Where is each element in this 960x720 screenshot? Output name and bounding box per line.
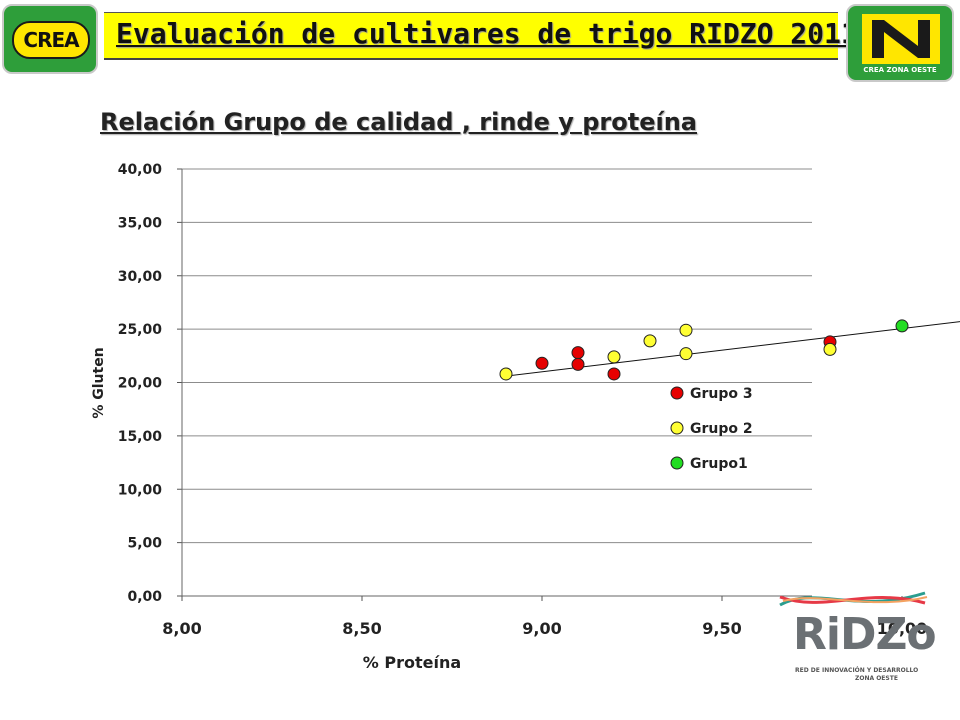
x-tick-label: 8,50 bbox=[342, 619, 381, 638]
y-tick-label: 20,00 bbox=[118, 376, 163, 392]
x-tick-label: 10,00 bbox=[877, 619, 928, 638]
crea-logo-text: CREA bbox=[12, 21, 90, 59]
y-tick-label: 15,00 bbox=[118, 429, 163, 445]
x-axis-label: % Proteína bbox=[363, 653, 461, 672]
x-tick-label: 8,00 bbox=[162, 619, 201, 638]
data-point bbox=[679, 347, 693, 361]
x-tick-label: 9,50 bbox=[702, 619, 741, 638]
legend-label: Grupo 2 bbox=[690, 421, 753, 437]
x-tick-label: 9,00 bbox=[522, 619, 561, 638]
y-tick-label: 25,00 bbox=[118, 322, 163, 338]
data-point bbox=[607, 350, 621, 364]
data-point bbox=[571, 357, 585, 371]
zona-logo-caption: CREA ZONA OESTE bbox=[863, 66, 937, 74]
ridzo-logo-caption: RED DE INNOVACIÓN Y DESARROLLO ZONA OEST… bbox=[795, 667, 918, 683]
ridzo-caption-line1: RED DE INNOVACIÓN Y DESARROLLO bbox=[795, 667, 919, 674]
crea-zona-oeste-logo: CREA ZONA OESTE bbox=[846, 4, 954, 82]
trendline bbox=[505, 321, 960, 377]
y-tick-label: 30,00 bbox=[118, 269, 163, 285]
legend-label: Grupo 3 bbox=[690, 386, 753, 402]
legend-marker bbox=[670, 386, 684, 400]
y-tick-label: 0,00 bbox=[127, 589, 162, 605]
y-tick-label: 10,00 bbox=[118, 482, 163, 498]
y-tick-label: 5,00 bbox=[127, 536, 162, 552]
legend-marker bbox=[670, 456, 684, 470]
title-banner: Evaluación de cultivares de trigo RIDZO … bbox=[104, 12, 858, 60]
zona-logo-emblem bbox=[862, 14, 940, 64]
data-point bbox=[535, 356, 549, 370]
legend-label: Grupo1 bbox=[690, 456, 748, 472]
ridzo-wave-icon bbox=[779, 591, 928, 607]
ridzo-caption-line2: ZONA OESTE bbox=[855, 675, 898, 682]
data-point bbox=[643, 334, 657, 348]
legend-marker bbox=[670, 421, 684, 435]
y-tick-label: 40,00 bbox=[118, 162, 163, 178]
y-axis-label: % Gluten bbox=[91, 347, 107, 418]
chart-subtitle: Relación Grupo de calidad , rinde y prot… bbox=[100, 108, 697, 136]
data-point bbox=[571, 346, 585, 360]
data-point bbox=[499, 367, 513, 381]
data-point bbox=[607, 367, 621, 381]
page-title: Evaluación de cultivares de trigo RIDZO … bbox=[116, 17, 858, 50]
ridzo-logo: RiDZo RED DE INNOVACIÓN Y DESARROLLO ZON… bbox=[775, 585, 955, 695]
data-point bbox=[895, 319, 909, 333]
data-point bbox=[679, 323, 693, 337]
crea-logo: CREA bbox=[2, 4, 98, 74]
ridzo-logo-text: RiDZo bbox=[793, 609, 937, 660]
y-tick-label: 35,00 bbox=[118, 215, 163, 231]
data-point bbox=[823, 342, 837, 356]
